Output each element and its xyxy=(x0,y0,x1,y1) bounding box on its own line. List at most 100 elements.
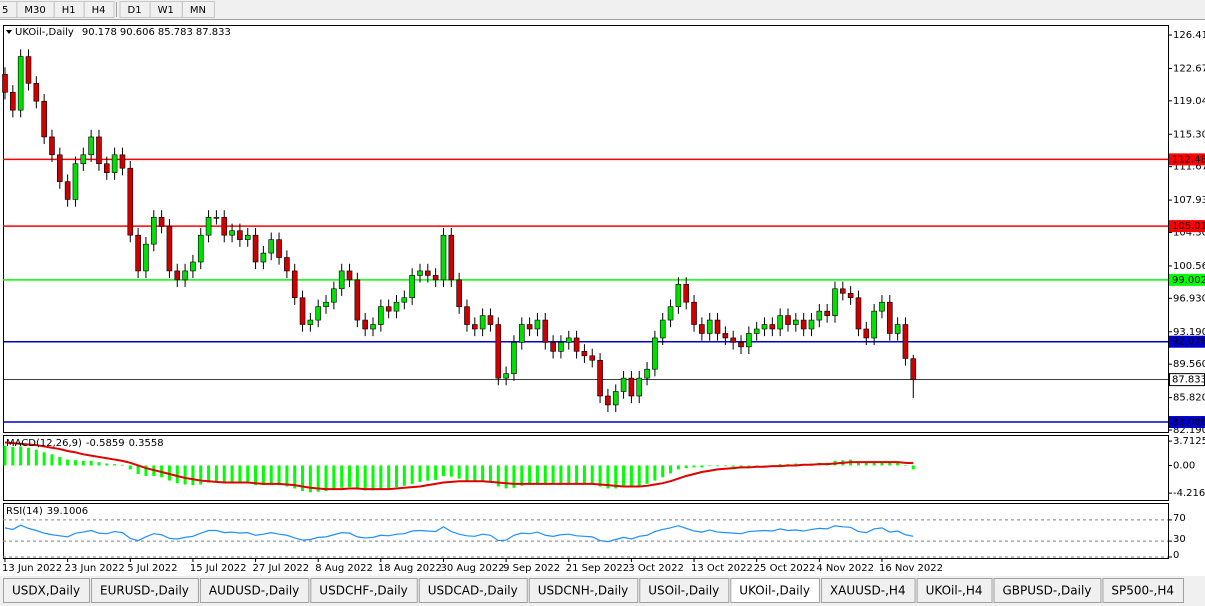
tab-label[interactable]: GBPUSD-,Daily xyxy=(1003,584,1092,598)
timeframe-button[interactable]: MN xyxy=(181,1,215,18)
y-tick-label: 89.560 xyxy=(1173,359,1205,370)
timeframe-label[interactable]: H4 xyxy=(92,5,106,16)
y-tick-label: 111.670 xyxy=(1173,162,1205,173)
tab-frame[interactable] xyxy=(199,578,310,603)
candle-body xyxy=(746,333,752,348)
symbol-tab[interactable]: UKOil-,Daily xyxy=(730,578,820,603)
symbol-tab[interactable]: GBPUSD-,Daily xyxy=(993,578,1102,603)
candle-body xyxy=(800,319,807,330)
x-tick-label: 5 Jul 2022 xyxy=(127,563,177,574)
tab-label[interactable]: AUDUSD-,Daily xyxy=(209,584,299,598)
candle-body xyxy=(362,319,368,330)
x-tick-label: 23 Jun 2022 xyxy=(65,563,125,574)
tab-frame[interactable] xyxy=(3,578,91,603)
tab-frame[interactable] xyxy=(639,578,730,603)
macd-bar xyxy=(684,465,688,469)
timeframe-label[interactable]: W1 xyxy=(158,5,174,16)
candle-body xyxy=(456,279,462,307)
macd-bar xyxy=(254,465,258,486)
candle-body xyxy=(197,234,204,263)
y-tick-label: -4.2165 xyxy=(1173,488,1205,499)
candle-body xyxy=(440,234,447,281)
candle-body xyxy=(667,306,674,321)
tab-frame[interactable] xyxy=(820,578,916,603)
candle-body xyxy=(644,368,650,379)
y-tick-label: 126.410 xyxy=(1173,30,1205,41)
tab-frame[interactable] xyxy=(418,578,528,603)
macd-bar xyxy=(512,465,516,488)
candle-body xyxy=(793,319,799,325)
tab-label[interactable]: UKOil-,Daily xyxy=(739,584,810,598)
macd-bar xyxy=(371,465,375,491)
level-tag xyxy=(1169,335,1205,348)
rsi-panel xyxy=(3,503,1169,559)
candle-body xyxy=(565,337,572,343)
level-label: 92.078 xyxy=(1172,337,1205,348)
candle-body xyxy=(612,391,619,406)
macd-bar xyxy=(113,464,117,466)
tab-frame[interactable] xyxy=(916,578,993,603)
candle-body xyxy=(96,136,102,165)
tab-label[interactable]: USOil-,Daily xyxy=(648,584,719,598)
macd-bar xyxy=(520,465,524,486)
timeframe-label[interactable]: 5 xyxy=(2,5,8,16)
macd-bar xyxy=(348,465,352,488)
timeframe-label[interactable]: M30 xyxy=(24,5,45,16)
tab-frame[interactable] xyxy=(528,578,639,603)
level-label: 83.086 xyxy=(1172,417,1205,428)
symbol-tab[interactable]: USDCNH-,Daily xyxy=(528,578,639,603)
macd-bar xyxy=(622,465,626,488)
timeframe-frame[interactable] xyxy=(181,1,215,18)
macd-bar xyxy=(324,465,328,492)
symbol-tab[interactable]: EURUSD-,Daily xyxy=(91,578,199,603)
candle-body xyxy=(573,337,580,352)
tab-frame[interactable] xyxy=(310,578,418,603)
macd-bar xyxy=(191,465,195,486)
indicator-value: -0.5859 xyxy=(86,438,125,449)
tab-label[interactable]: USDCAD-,Daily xyxy=(428,584,518,598)
timeframe-button[interactable]: H4 xyxy=(83,1,115,18)
tab-label[interactable]: SP500-,H4 xyxy=(1111,584,1174,598)
candle-body xyxy=(385,306,392,312)
tab-label[interactable]: USDX,Daily xyxy=(12,584,80,598)
level-label: 112.488 xyxy=(1172,154,1205,165)
indicator-title: RSI(14) xyxy=(6,506,43,517)
symbol-tab[interactable]: USDCHF-,Daily xyxy=(310,578,418,603)
tab-frame[interactable] xyxy=(730,578,820,603)
tab-label[interactable]: EURUSD-,Daily xyxy=(100,584,189,598)
timeframe-label[interactable]: MN xyxy=(190,5,206,16)
candle-body xyxy=(886,301,893,334)
tab-label[interactable]: USDCNH-,Daily xyxy=(538,584,629,598)
symbol-tab[interactable]: AUDUSD-,Daily xyxy=(199,578,310,603)
tab-label[interactable]: USDCHF-,Daily xyxy=(319,584,407,598)
candle-body xyxy=(80,154,87,165)
candle-body xyxy=(847,292,854,299)
timeframe-label[interactable]: H1 xyxy=(62,5,76,16)
candle-body xyxy=(150,217,157,245)
candle-body xyxy=(409,275,415,299)
tab-frame[interactable] xyxy=(91,578,199,603)
tab-label[interactable]: XAUUSD-,H4 xyxy=(830,584,906,598)
candle-body xyxy=(589,355,596,361)
timeframe-label[interactable]: D1 xyxy=(128,5,142,16)
candle-body xyxy=(691,301,697,325)
macd-bar xyxy=(418,465,422,482)
y-tick-label: 93.190 xyxy=(1173,327,1205,338)
tab-frame[interactable] xyxy=(993,578,1102,603)
y-tick-label: 70 xyxy=(1173,513,1186,524)
symbol-tab[interactable]: XAUUSD-,H4 xyxy=(820,578,916,603)
symbol-tab[interactable]: UKOil-,H4 xyxy=(916,578,993,603)
tab-frame[interactable] xyxy=(1102,578,1184,603)
candle-body xyxy=(41,100,47,138)
tab-label[interactable]: UKOil-,H4 xyxy=(926,584,983,598)
symbol-tab[interactable]: USOil-,Daily xyxy=(639,578,730,603)
candle-body xyxy=(166,225,173,272)
symbol-tab[interactable]: SP500-,H4 xyxy=(1102,578,1184,603)
toolbar-bg xyxy=(0,0,1205,19)
symbol-tab[interactable]: USDX,Daily xyxy=(3,578,91,603)
symbol-tab[interactable]: USDCAD-,Daily xyxy=(418,578,528,603)
candle-body xyxy=(354,279,361,321)
candle-body xyxy=(863,328,870,339)
timeframe-frame[interactable] xyxy=(83,1,115,18)
